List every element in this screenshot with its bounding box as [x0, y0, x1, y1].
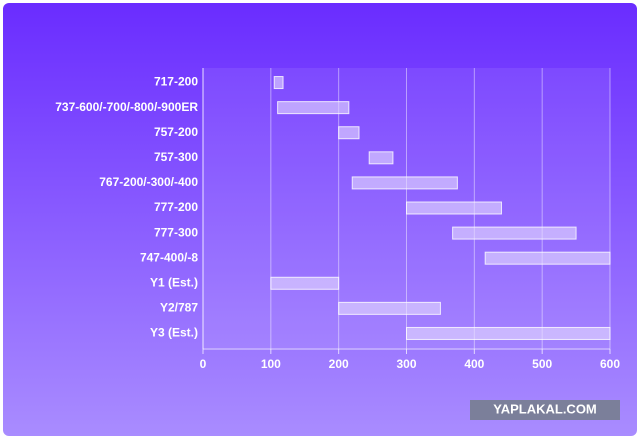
- y-tick-label: 767-200/-300/-400: [99, 175, 198, 189]
- bar: [351, 176, 458, 190]
- bar: [406, 326, 611, 340]
- y-tick-label: Y2/787: [160, 301, 198, 315]
- bar: [452, 226, 577, 240]
- x-tick-label: 100: [261, 357, 281, 371]
- y-tick-label: 717-200: [154, 75, 198, 89]
- y-tick-label: 757-200: [154, 125, 198, 139]
- bar: [368, 151, 394, 165]
- y-tick-label: 737-600/-700/-800/-900ER: [55, 100, 198, 114]
- x-tick-label: 500: [532, 357, 552, 371]
- y-tick-label: Y1 (Est.): [150, 275, 198, 289]
- x-tick-label: 200: [329, 357, 349, 371]
- bar: [406, 201, 502, 215]
- watermark: YAPLAKAL.COM: [493, 401, 597, 416]
- bar: [484, 251, 611, 265]
- y-tick-label: Y3 (Est.): [150, 326, 198, 340]
- bar: [338, 126, 360, 140]
- x-tick-label: 600: [600, 357, 620, 371]
- bar: [277, 101, 350, 115]
- y-tick-label: 777-200: [154, 200, 198, 214]
- x-tick-label: 0: [200, 357, 207, 371]
- x-tick-label: 300: [396, 357, 416, 371]
- watermark-box: [470, 400, 620, 420]
- x-tick-label: 400: [464, 357, 484, 371]
- y-tick-label: 757-300: [154, 150, 198, 164]
- bar: [273, 76, 284, 90]
- y-tick-label: 777-300: [154, 225, 198, 239]
- y-tick-label: 747-400/-8: [140, 250, 198, 264]
- bar: [338, 301, 441, 315]
- bar: [270, 276, 340, 290]
